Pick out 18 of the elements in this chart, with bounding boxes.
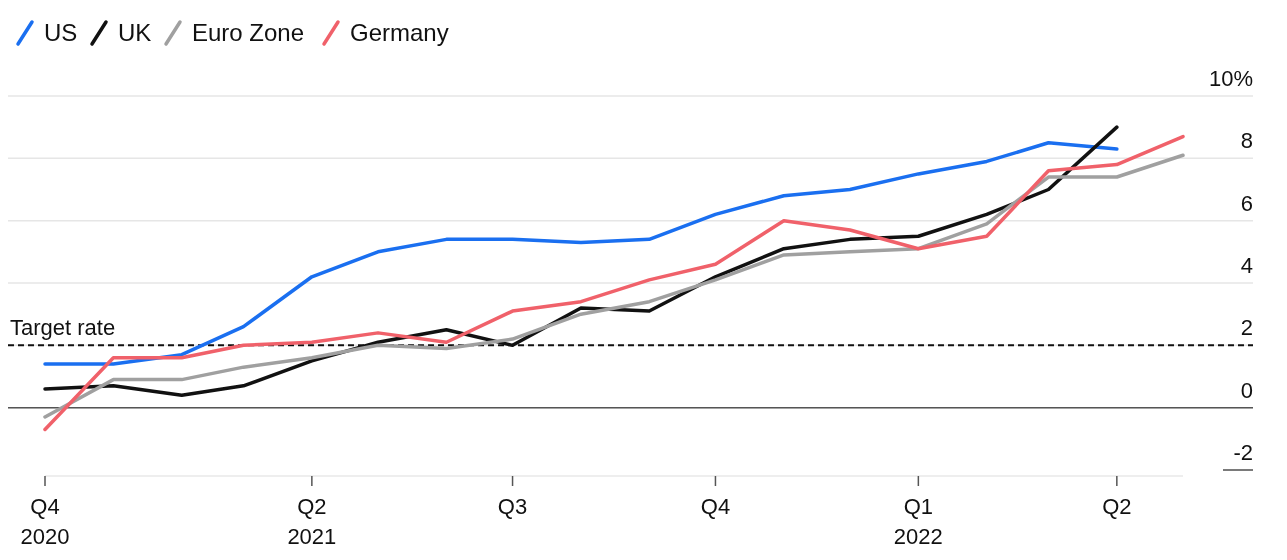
y-tick-label: 2 bbox=[1240, 315, 1253, 341]
y-tick-label: 10% bbox=[1208, 66, 1253, 91]
legend-label: Germany bbox=[350, 19, 449, 46]
y-tick-label: 4 bbox=[1240, 253, 1253, 278]
x-tick-label: Q4 bbox=[700, 494, 731, 519]
x-tick-label: Q1 2022 bbox=[893, 494, 943, 549]
y-tick-label: 6 bbox=[1240, 190, 1253, 216]
x-tick-label: Q4 2020 bbox=[20, 494, 70, 549]
legend-label: Euro Zone bbox=[192, 19, 305, 46]
x-tick-label: Q2 2021 bbox=[287, 494, 337, 549]
y-tick-label: 8 bbox=[1240, 128, 1253, 154]
y-tick-label: -2 bbox=[1233, 440, 1253, 465]
ref-line-label: Target rate bbox=[10, 315, 116, 341]
legend-label: US bbox=[44, 19, 78, 46]
legend-label: UK bbox=[118, 19, 152, 46]
x-tick-label: Q2 bbox=[1102, 494, 1132, 519]
y-tick-label: 0 bbox=[1240, 377, 1253, 403]
x-tick-label: Q3 bbox=[497, 494, 528, 519]
